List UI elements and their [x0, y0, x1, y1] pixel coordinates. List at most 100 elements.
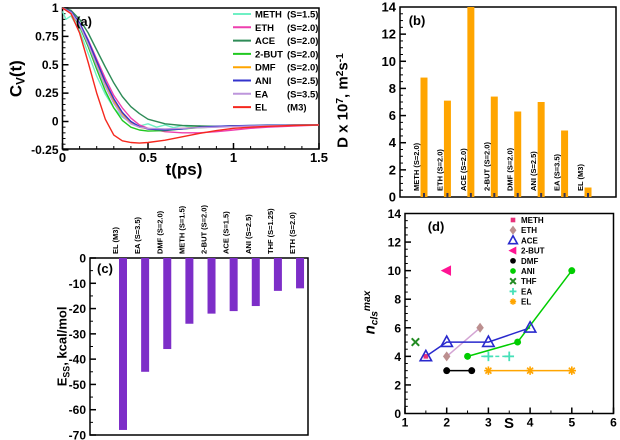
point-EL — [568, 367, 576, 375]
x-tick-label: 2 — [443, 416, 450, 430]
legend-item-ETH: ETH — [509, 225, 537, 235]
y-tick-label: 0.5 — [42, 58, 59, 72]
y-tick-label: -0.25 — [31, 143, 59, 157]
y-tick-label: 2 — [394, 378, 401, 392]
point-ACE — [439, 334, 454, 348]
legend-label: ACE — [255, 36, 275, 47]
y-tick-label: -30 — [69, 327, 87, 341]
point-ETH — [476, 322, 484, 333]
legend-item-2-BUT: 2-BUT — [508, 246, 545, 256]
legend-item-EA: EA (S=3.5) — [233, 89, 318, 100]
panel-d-y-axis-title: nclsmax — [361, 290, 381, 335]
legend-label: EA — [255, 89, 268, 100]
legend-label: 2-BUT — [255, 49, 283, 60]
bar-label: THF (S=1.25) — [266, 208, 275, 254]
bar-label: DMF (S=2.0) — [155, 210, 164, 254]
point-EL — [484, 367, 492, 375]
panel-letter-a: (a) — [76, 14, 92, 29]
x-tick-label: 1 — [230, 150, 237, 165]
bar-EL — [119, 258, 127, 430]
y-tick-label: -60 — [69, 403, 87, 417]
bar-ETH — [443, 100, 451, 197]
bar-label: EA (S=3.5) — [553, 153, 562, 191]
y-tick-label: -20 — [69, 302, 87, 316]
y-tick-label: 1 — [52, 1, 59, 15]
point-DMF — [468, 367, 476, 375]
y-tick-label: 2 — [389, 162, 396, 177]
bar-ANI — [251, 258, 260, 307]
legend-marker-THF — [509, 277, 517, 285]
legend-item-EL: EL (M3) — [233, 103, 307, 114]
legend-item-ACE: ACE (S=2.0) — [233, 36, 318, 47]
legend-s-label: (S=3.5) — [287, 89, 318, 100]
y-tick-label: 12 — [388, 236, 402, 250]
point-2-BUT — [440, 265, 452, 276]
bar-label: METH (S=1.5) — [177, 205, 186, 254]
panel-a-y-axis-title: CV(t) — [6, 60, 28, 98]
y-tick-label: 14 — [382, 0, 397, 15]
panel-c — [0, 205, 330, 440]
y-tick-label: 0 — [389, 190, 396, 205]
bar-label: ACE (S=2.0) — [459, 148, 468, 191]
point-EL — [526, 367, 534, 375]
legend-item-ETH: ETH (S=2.0) — [233, 23, 318, 34]
legend-marker-2-BUT — [508, 246, 517, 255]
bar-label: EL (M3) — [576, 164, 585, 191]
y-tick-label: 8 — [394, 293, 401, 307]
x-tick-label: 1.5 — [310, 150, 328, 165]
y-tick-label: 4 — [394, 350, 401, 364]
legend-label: ANI — [521, 267, 535, 276]
x-tick-label: 0 — [59, 150, 66, 165]
bar-label: ETH (S=2.0) — [288, 212, 297, 254]
x-tick-label: 1 — [402, 416, 409, 430]
point-ACE — [523, 320, 538, 333]
series-line-ACE — [425, 327, 531, 358]
curve-EA — [62, 7, 320, 130]
point-ETH — [442, 351, 451, 362]
y-tick-label: 6 — [389, 108, 396, 123]
panel-a-x-axis-title: t(ps) — [165, 160, 203, 179]
legend-label: ACE — [521, 236, 539, 245]
x-tick-label: 5 — [568, 416, 575, 430]
bar-label: ANI (S=2.5) — [244, 214, 253, 254]
bar-label: ETH (S=2.0) — [435, 149, 444, 191]
legend-item-EL: EL — [509, 298, 531, 307]
y-tick-label: 8 — [389, 81, 396, 96]
legend-s-label: (S=2.0) — [287, 36, 318, 47]
legend-label: METH — [255, 10, 282, 21]
point-ANI — [514, 338, 522, 346]
panel-d-x-axis-title: S — [503, 415, 514, 432]
bar-ANI — [537, 102, 545, 197]
y-tick-label: 6 — [394, 321, 401, 335]
legend-s-label: (S=1.5) — [287, 10, 318, 21]
y-tick-label: 0 — [394, 407, 401, 421]
panel-c-plot: 0 -10 -20 -30 -40 -50 -60 -70 EL (M3) EA (S=3.5) D… — [69, 205, 309, 440]
legend-label: ETH — [255, 23, 274, 34]
bar-label: ANI (S=2.5) — [529, 151, 538, 191]
legend-item-METH: METH — [510, 216, 544, 225]
x-tick-label: 3 — [485, 416, 492, 430]
panel-b-y-axis-title: D x 107, m2s-1 — [334, 53, 352, 148]
legend-item-2-BUT: 2-BUT (S=2.0) — [233, 49, 318, 60]
legend-s-label: (S=2.5) — [287, 76, 318, 87]
bar-label: 2-BUT (S=2.0) — [200, 205, 209, 254]
y-tick-label: 10 — [382, 54, 396, 69]
panel-b — [330, 0, 620, 205]
curve-EL — [62, 7, 320, 144]
y-tick-label: 0 — [52, 115, 59, 129]
bar-EA — [561, 130, 569, 197]
bar-EL — [584, 187, 592, 197]
legend-marker-EL — [510, 298, 516, 305]
point-ACE — [481, 334, 496, 348]
y-tick-label: -40 — [69, 353, 87, 367]
legend-label: DMF — [255, 63, 276, 74]
bar-DMF — [163, 258, 172, 350]
legend-marker-ETH — [509, 225, 517, 235]
legend-label: THF — [521, 277, 537, 286]
point-ANI — [464, 352, 472, 360]
legend-s-label: (S=2.0) — [287, 49, 318, 60]
legend-label: EL — [255, 103, 267, 114]
bar-2-BUT — [207, 258, 216, 314]
legend-label: ETH — [521, 226, 537, 235]
